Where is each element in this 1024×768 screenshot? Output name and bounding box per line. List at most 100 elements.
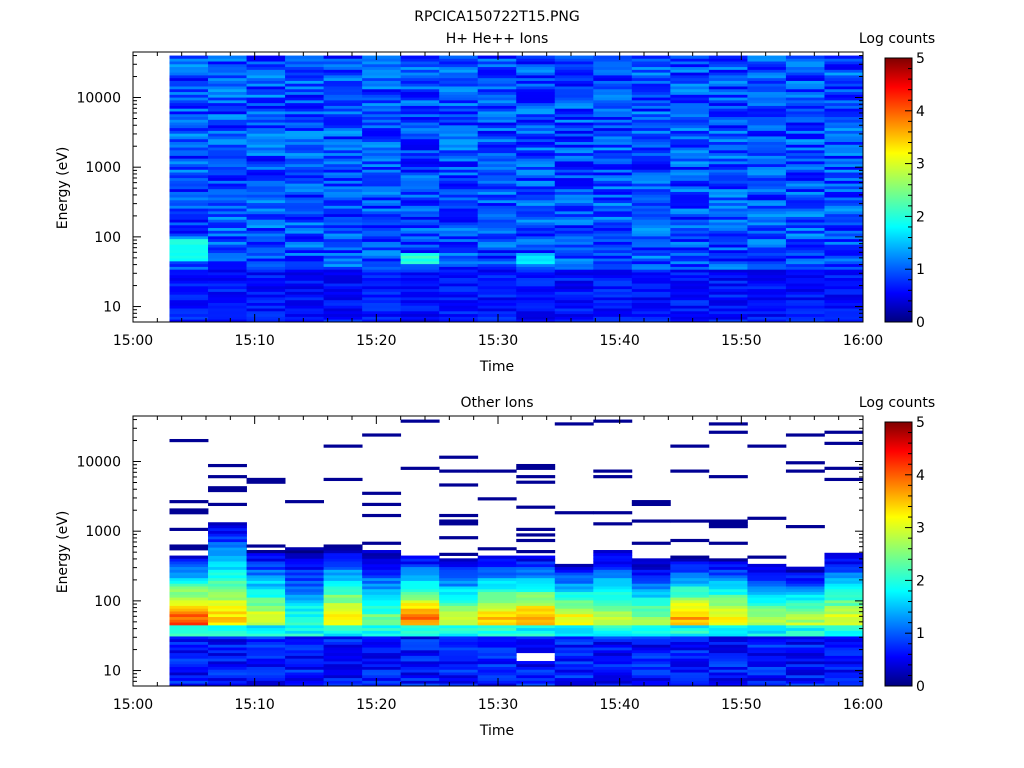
heatmap-cell [516, 235, 556, 240]
heatmap-cell [593, 161, 633, 165]
heatmap-cell [400, 186, 440, 190]
heatmap-cell [747, 136, 787, 140]
heatmap-cell [285, 183, 325, 187]
heatmap-cell [208, 213, 247, 217]
heatmap-cell [246, 569, 286, 573]
heatmap-cell [670, 602, 710, 606]
heatmap-cell [593, 147, 633, 151]
heatmap-cell [824, 69, 864, 73]
heatmap-cell [323, 297, 363, 301]
heatmap-cell [516, 597, 556, 601]
heatmap-cell [631, 255, 671, 259]
heatmap-cell [323, 677, 363, 681]
heatmap-cell [246, 299, 286, 303]
heatmap-cell [323, 63, 363, 68]
heatmap-cell [323, 55, 363, 59]
heatmap-cell [747, 199, 787, 204]
heatmap-cell [362, 613, 402, 618]
heatmap-cell [516, 216, 556, 220]
heatmap-cell [400, 586, 440, 590]
heatmap-cell [747, 583, 787, 587]
heatmap-cell [439, 222, 479, 226]
heatmap-cell [477, 558, 517, 562]
heatmap-cell [323, 597, 363, 601]
heatmap-cell [516, 316, 556, 320]
heatmap-cell [169, 672, 209, 676]
heatmap-cell [554, 683, 594, 687]
heatmap-cell [285, 161, 325, 165]
heatmap-cell [477, 177, 517, 181]
heatmap-cell [208, 272, 247, 276]
heatmap-cell [169, 141, 209, 145]
heatmap-cell [516, 58, 556, 62]
heatmap-cell [593, 94, 633, 98]
heatmap-cell [285, 252, 325, 256]
heatmap-cell [439, 58, 479, 62]
heatmap-cell [400, 55, 440, 59]
heatmap-cell [285, 97, 325, 101]
heatmap-cell [593, 122, 633, 126]
heatmap-cell [323, 266, 363, 270]
heatmap-cell [246, 222, 286, 226]
heatmap-cell [708, 97, 748, 101]
heatmap-cell [631, 88, 671, 93]
heatmap-cell [554, 163, 594, 167]
heatmap-cell [285, 661, 325, 665]
heatmap-cell [169, 116, 209, 120]
heatmap-cell [169, 194, 209, 198]
heatmap-cell [747, 683, 787, 687]
heatmap-cell [747, 247, 787, 251]
heatmap-cell [246, 158, 286, 162]
heatmap-cell [708, 222, 748, 226]
heatmap-cell [593, 233, 633, 237]
heatmap-cell [208, 636, 247, 640]
heatmap-cell [362, 599, 402, 604]
heatmap-cell [785, 263, 825, 267]
heatmap-cell [362, 194, 402, 198]
heatmap-cell [439, 235, 479, 240]
heatmap-cell [554, 97, 594, 101]
heatmap-cell [747, 602, 787, 606]
heatmap-cell [246, 313, 286, 317]
heatmap-cell [362, 197, 402, 201]
heatmap-cell [439, 263, 479, 267]
heatmap-cell [208, 116, 247, 120]
heatmap-cell [631, 186, 671, 190]
heatmap-cell [400, 419, 440, 423]
heatmap-cell [208, 88, 247, 93]
heatmap-cell [439, 224, 479, 229]
heatmap-cell [670, 244, 710, 248]
heatmap-cell [246, 669, 286, 673]
heatmap-cell [439, 663, 479, 667]
heatmap-cell [593, 197, 633, 201]
heatmap-cell [169, 108, 209, 112]
heatmap-cell [670, 680, 710, 684]
heatmap-cell [824, 202, 864, 206]
heatmap-cell [285, 58, 325, 62]
heatmap-cell [670, 105, 710, 109]
heatmap-cell [824, 222, 864, 226]
heatmap-cell [439, 552, 479, 556]
heatmap-cell [554, 124, 594, 129]
heatmap-cell [208, 141, 247, 145]
heatmap-cell [824, 583, 864, 587]
heatmap-cell [439, 288, 479, 292]
heatmap-cell [516, 624, 556, 629]
heatmap-cell [285, 88, 325, 93]
heatmap-cell [169, 663, 209, 667]
heatmap-cell [554, 649, 594, 654]
heatmap-cell [747, 180, 787, 184]
heatmap-cell [747, 111, 787, 115]
heatmap-cell [785, 124, 825, 129]
heatmap-cell [593, 294, 633, 298]
heatmap-cell [439, 258, 479, 262]
heatmap-cell [554, 91, 594, 95]
heatmap-cell [785, 183, 825, 187]
heatmap-cell [362, 555, 402, 559]
heatmap-cell [631, 227, 671, 231]
heatmap-cell [208, 647, 247, 651]
heatmap-cell [169, 291, 209, 295]
heatmap-cell [439, 233, 479, 237]
heatmap-cell [439, 519, 479, 523]
heatmap-cell [323, 550, 363, 554]
